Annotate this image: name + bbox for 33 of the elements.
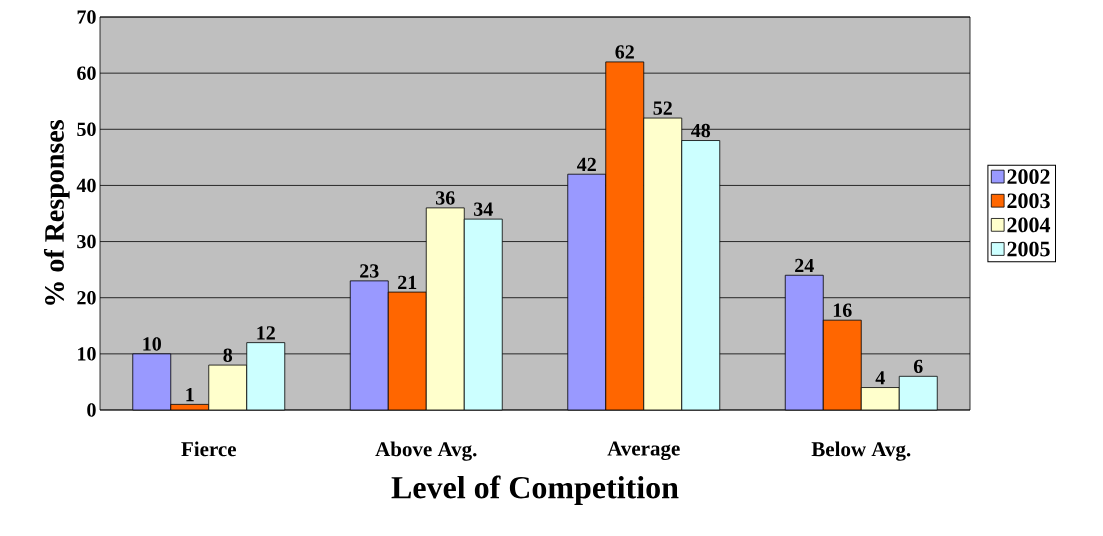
- legend-label: 2003: [1007, 193, 1050, 209]
- data-label: 4: [875, 371, 885, 385]
- x-tick-label: Below Avg.: [811, 441, 911, 461]
- data-label: 12: [257, 326, 275, 340]
- data-label: 23: [360, 264, 379, 278]
- data-label: 34: [474, 202, 493, 216]
- y-axis-title: % of Responses: [43, 120, 70, 305]
- y-tick-label: 40: [76, 178, 96, 193]
- data-label: 52: [653, 101, 672, 115]
- legend-label: 2004: [1007, 217, 1051, 233]
- legend-label: 2005: [1007, 241, 1050, 257]
- data-label: 6: [913, 359, 923, 374]
- data-label: 8: [223, 348, 233, 362]
- y-tick-label: 60: [77, 66, 96, 80]
- y-tick-label: 0: [87, 403, 96, 417]
- y-tick-label: 30: [77, 234, 96, 249]
- data-label: 21: [398, 275, 417, 289]
- y-tick-label: 50: [77, 122, 96, 137]
- x-tick-label: Fierce: [181, 441, 237, 457]
- data-label: 10: [143, 337, 161, 351]
- legend-label: 2002: [1007, 169, 1050, 185]
- data-label: 36: [436, 191, 455, 205]
- data-label: 16: [833, 303, 852, 317]
- x-axis-title: Level of Competition: [391, 475, 679, 505]
- data-label: 24: [795, 258, 814, 273]
- x-tick-label: Above Avg.: [375, 441, 477, 461]
- x-tick-label: Average: [607, 441, 680, 461]
- data-label: 1: [186, 387, 194, 402]
- data-label: 62: [615, 45, 634, 59]
- y-tick-label: 20: [77, 290, 96, 305]
- y-tick-label: 70: [77, 10, 96, 24]
- data-label: 42: [577, 157, 596, 171]
- y-tick-label: 10: [78, 347, 96, 361]
